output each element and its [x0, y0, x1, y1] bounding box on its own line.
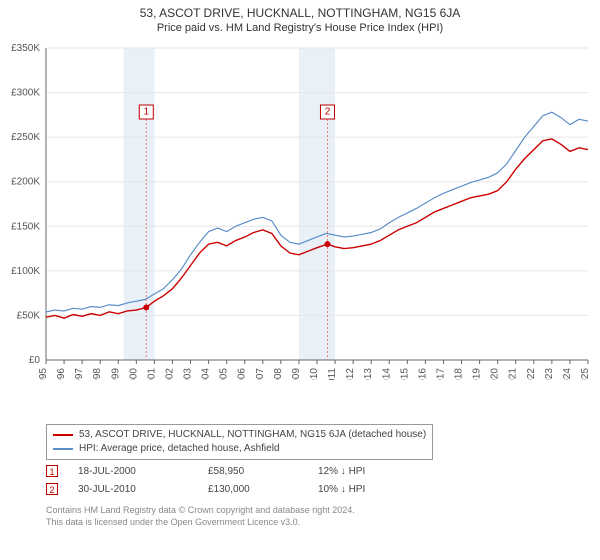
svg-text:£200K: £200K — [11, 177, 40, 188]
svg-text:2009: 2009 — [291, 368, 302, 380]
legend-swatch — [53, 448, 73, 450]
sale-date: 30-JUL-2010 — [78, 484, 188, 495]
svg-text:1995: 1995 — [38, 368, 49, 380]
sale-row: 2 30-JUL-2010 £130,000 10% ↓ HPI — [46, 480, 365, 498]
legend-swatch — [53, 434, 73, 436]
svg-text:2025: 2025 — [580, 368, 591, 380]
svg-text:£100K: £100K — [11, 266, 40, 277]
sale-delta: 10% ↓ HPI — [318, 484, 365, 495]
svg-text:2019: 2019 — [472, 368, 483, 380]
svg-text:2021: 2021 — [508, 368, 519, 380]
svg-text:2015: 2015 — [399, 368, 410, 380]
legend-row: 53, ASCOT DRIVE, HUCKNALL, NOTTINGHAM, N… — [53, 428, 426, 442]
svg-text:2007: 2007 — [255, 368, 266, 380]
sales-table: 1 18-JUL-2000 £58,950 12% ↓ HPI 2 30-JUL-2010… — [46, 462, 365, 498]
chart-plot: £0 £50K £100K £150K £200K £250K £300K £350K 1995… — [0, 0, 600, 380]
svg-text:2017: 2017 — [435, 368, 446, 380]
svg-text:2008: 2008 — [273, 368, 284, 380]
sale-price: £130,000 — [208, 484, 298, 495]
sale-row: 1 18-JUL-2000 £58,950 12% ↓ HPI — [46, 462, 365, 480]
svg-text:2011: 2011 — [327, 368, 338, 380]
svg-text:1997: 1997 — [74, 368, 85, 380]
svg-text:2013: 2013 — [363, 368, 374, 380]
svg-text:£300K: £300K — [11, 88, 40, 99]
svg-text:2: 2 — [325, 107, 331, 118]
legend-label: 53, ASCOT DRIVE, HUCKNALL, NOTTINGHAM, N… — [79, 428, 426, 442]
svg-text:2004: 2004 — [201, 368, 212, 380]
svg-text:1996: 1996 — [56, 368, 67, 380]
svg-text:£350K: £350K — [11, 43, 40, 54]
svg-text:£150K: £150K — [11, 221, 40, 232]
svg-text:1: 1 — [143, 107, 149, 118]
svg-text:2002: 2002 — [164, 368, 175, 380]
svg-text:2000: 2000 — [128, 368, 139, 380]
svg-text:2023: 2023 — [544, 368, 555, 380]
svg-text:2001: 2001 — [146, 368, 157, 380]
sale-price: £58,950 — [208, 466, 298, 477]
sale-delta: 12% ↓ HPI — [318, 466, 365, 477]
svg-text:2018: 2018 — [454, 368, 465, 380]
footer-note: Contains HM Land Registry data © Crown c… — [46, 504, 355, 528]
sale-marker: 1 — [46, 465, 58, 477]
svg-text:2012: 2012 — [345, 368, 356, 380]
svg-text:2016: 2016 — [417, 368, 428, 380]
svg-text:1998: 1998 — [92, 368, 103, 380]
legend-label: HPI: Average price, detached house, Ashf… — [79, 442, 280, 456]
svg-text:2024: 2024 — [562, 368, 573, 380]
svg-text:2014: 2014 — [381, 368, 392, 380]
svg-text:2020: 2020 — [490, 368, 501, 380]
legend-row: HPI: Average price, detached house, Ashf… — [53, 442, 426, 456]
svg-text:2005: 2005 — [219, 368, 230, 380]
svg-text:2022: 2022 — [526, 368, 537, 380]
svg-text:1999: 1999 — [110, 368, 121, 380]
svg-text:2006: 2006 — [237, 368, 248, 380]
footer-line1: Contains HM Land Registry data © Crown c… — [46, 504, 355, 516]
sale-marker: 2 — [46, 483, 58, 495]
legend: 53, ASCOT DRIVE, HUCKNALL, NOTTINGHAM, N… — [46, 424, 433, 460]
svg-text:£50K: £50K — [17, 310, 41, 321]
footer-line2: This data is licensed under the Open Gov… — [46, 516, 355, 528]
svg-text:2010: 2010 — [309, 368, 320, 380]
sale-date: 18-JUL-2000 — [78, 466, 188, 477]
svg-text:£0: £0 — [29, 355, 41, 366]
svg-text:£250K: £250K — [11, 132, 40, 143]
svg-text:2003: 2003 — [183, 368, 194, 380]
